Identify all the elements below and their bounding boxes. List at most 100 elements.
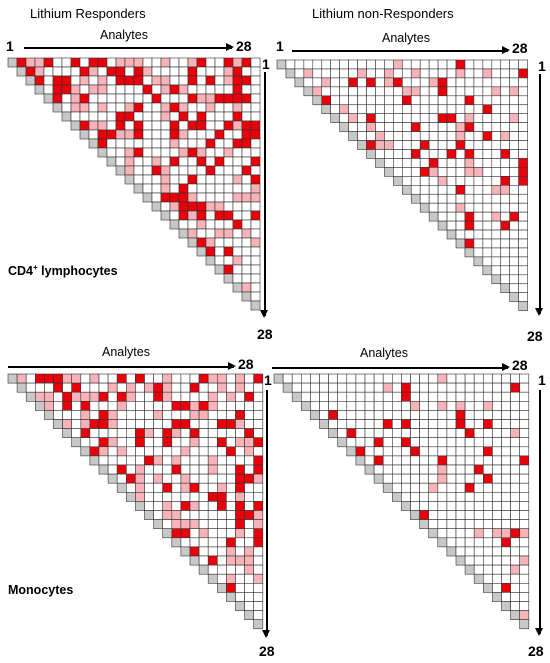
cell-empty: [393, 86, 403, 97]
cell-empty: [428, 473, 439, 484]
cell-empty: [410, 176, 421, 186]
cell-empty: [232, 210, 243, 221]
cell-weak: [437, 464, 448, 475]
cell-empty: [373, 428, 384, 439]
cell-weak: [217, 482, 227, 493]
cell-empty: [253, 491, 264, 502]
cell-empty: [153, 510, 164, 520]
cell-diagonal: [482, 582, 493, 593]
cell-empty: [189, 373, 200, 384]
cell-empty: [455, 528, 466, 539]
cell-empty: [312, 77, 323, 88]
cell-strong: [501, 582, 511, 593]
cell-empty: [226, 501, 236, 511]
cell-empty: [98, 373, 109, 384]
cell-empty: [391, 455, 402, 466]
cell-weak: [116, 400, 127, 411]
cell-empty: [250, 255, 261, 266]
cell-empty: [384, 95, 394, 106]
cell-empty: [241, 255, 252, 266]
cell-empty: [518, 274, 528, 285]
cell-weak: [171, 510, 182, 520]
cell-empty: [80, 382, 91, 393]
cell-empty: [126, 482, 136, 493]
cell-empty: [446, 446, 457, 457]
cell-weak: [455, 400, 466, 411]
cell-weak: [410, 86, 421, 97]
cell-empty: [482, 519, 493, 529]
cell-strong: [169, 156, 180, 167]
cell-empty: [509, 59, 519, 70]
cell-weak: [510, 564, 521, 575]
cell-strong: [217, 501, 227, 511]
cell-strong: [171, 400, 182, 411]
cell-strong: [178, 183, 189, 194]
cell-empty: [518, 283, 528, 293]
cell-empty: [393, 167, 403, 177]
cell-empty: [52, 57, 63, 68]
cell-empty: [519, 582, 530, 593]
cell-strong: [232, 111, 243, 122]
cell-empty: [250, 165, 261, 176]
cell-empty: [428, 400, 439, 411]
cell-empty: [244, 373, 255, 384]
cell-empty: [519, 592, 530, 602]
cell-strong: [106, 66, 117, 77]
cell-empty: [519, 400, 530, 411]
cell-weak: [126, 382, 136, 393]
cell-strong: [401, 437, 411, 448]
cell-weak: [160, 165, 171, 176]
arrow-right-c: [8, 363, 236, 369]
cell-empty: [500, 229, 510, 240]
cell-diagonal: [419, 202, 430, 213]
cell-weak: [464, 158, 475, 168]
cell-empty: [519, 410, 530, 420]
cell-weak: [223, 66, 234, 77]
cell-empty: [250, 102, 261, 113]
cell-empty: [455, 537, 466, 548]
cell-empty: [473, 193, 484, 204]
cell-weak: [107, 382, 118, 393]
cell-diagonal: [205, 255, 216, 266]
cell-empty: [70, 111, 81, 122]
cell-empty: [151, 102, 162, 113]
cell-strong: [88, 57, 99, 68]
cell-empty: [519, 373, 530, 384]
cell-strong: [189, 546, 200, 557]
cell-diagonal: [294, 77, 305, 88]
cell-weak: [196, 219, 207, 230]
cell-empty: [455, 193, 466, 204]
cell-empty: [482, 546, 493, 557]
cell-empty: [446, 519, 457, 529]
cell-diagonal: [97, 147, 108, 158]
cell-empty: [250, 57, 261, 68]
cell-empty: [501, 464, 511, 475]
cell-empty: [151, 183, 162, 194]
cell-strong: [241, 129, 252, 140]
cell-empty: [253, 601, 264, 611]
cell-empty: [492, 382, 502, 393]
cell-empty: [473, 140, 484, 150]
cell-empty: [144, 373, 154, 384]
cell-empty: [253, 400, 264, 411]
cell-empty: [428, 86, 439, 97]
cell-empty: [510, 573, 521, 584]
cell-empty: [373, 464, 384, 475]
cell-empty: [482, 573, 493, 584]
cell-empty: [401, 446, 411, 457]
cell-empty: [518, 86, 528, 97]
cell-empty: [144, 501, 154, 511]
cell-empty: [160, 156, 171, 167]
cell-empty: [419, 410, 430, 420]
cell-weak: [107, 419, 118, 429]
cell-empty: [319, 382, 329, 393]
cell-empty: [410, 158, 421, 168]
cell-diagonal: [70, 120, 81, 131]
cell-empty: [464, 491, 475, 502]
cell-weak: [144, 428, 154, 439]
cell-diagonal: [310, 410, 320, 420]
cell-empty: [437, 482, 448, 493]
cell-empty: [410, 95, 421, 106]
cell-diagonal: [244, 610, 255, 620]
cell-empty: [518, 149, 528, 159]
